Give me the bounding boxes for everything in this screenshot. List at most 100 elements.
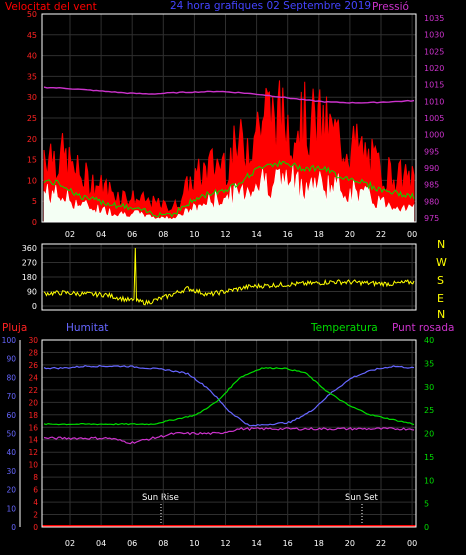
y-rain-tick-label: 4 [33,498,38,507]
y-left-tick-label: 25 [27,114,37,123]
x-tick-label: 10 [189,539,199,548]
chart-title: 24 hora grafiques 02 Septembre 2019 [170,0,371,12]
rain-label: Pluja [2,322,27,334]
x-tick-label: 16 [283,230,293,239]
y-rain-tick-label: 10 [28,461,38,470]
y-humidity-tick-label: 80 [6,373,16,382]
panel-wind-frame [41,13,417,223]
wind-label: Velocitat del vent [5,1,97,13]
y-humidity-tick-label: 20 [6,486,16,495]
y-right-tick-label: 1005 [424,114,444,123]
y-rain-tick-label: 12 [28,448,38,457]
x-tick-label: 12 [220,539,230,548]
y-left-tick-label: 10 [27,176,37,185]
y-right-tick-label: 1010 [424,97,444,106]
y-rain-tick-label: 24 [28,373,38,382]
series-humidity [43,364,415,427]
series-temperature [43,366,415,426]
y-temp-tick-label: 35 [424,359,434,368]
y-temp-tick-label: 30 [424,383,434,392]
x-tick-label: 02 [65,539,75,548]
x-tick-label: 14 [252,539,262,548]
y-left-tick-label: 15 [27,156,37,165]
x-tick-label: 20 [345,230,355,239]
y-temp-tick-label: 25 [424,406,434,415]
x-tick-label: 08 [158,230,168,239]
y-right-tick-label: 990 [424,164,439,173]
x-tick-label: 00 [407,230,417,239]
y-direction-tick-label: 90 [27,288,37,297]
y-rain-tick-label: 14 [28,436,38,445]
y-left-tick-label: 30 [27,93,37,102]
compass-e: E [437,292,444,305]
series-direction [43,247,415,306]
sunrise-label: Sun Rise [142,493,179,503]
y-right-tick-label: 1030 [424,31,444,40]
y-humidity-tick-label: 60 [6,411,16,420]
sunset-label: Sun Set [345,493,378,503]
y-temp-tick-label: 40 [424,336,434,345]
y-left-tick-label: 0 [32,218,37,227]
y-humidity-tick-label: 10 [6,504,16,513]
compass-n-top: N [437,238,445,251]
x-tick-label: 10 [189,230,199,239]
y-rain-tick-label: 26 [28,361,38,370]
x-tick-label: 14 [252,230,262,239]
pressure-label: Pressió [372,1,409,13]
y-temp-tick-label: 20 [424,430,434,439]
y-left-tick-label: 5 [32,197,37,206]
series-pressure [43,86,415,104]
y-right-tick-label: 1015 [424,81,444,90]
compass-w: W [436,256,447,269]
y-rain-tick-label: 0 [33,523,38,532]
y-temp-tick-label: 5 [424,500,429,509]
x-tick-label: 08 [158,539,168,548]
x-tick-label: 18 [314,230,324,239]
panel-direction-frame [41,243,417,311]
y-humidity-tick-label: 100 [2,336,17,345]
compass-n-bottom: N [437,308,445,321]
y-left-tick-label: 35 [27,72,37,81]
y-right-tick-label: 1020 [424,64,444,73]
y-left-tick-label: 40 [27,52,37,61]
y-humidity-tick-label: 50 [6,430,16,439]
series-wind-average [43,159,415,218]
y-humidity-tick-label: 30 [6,467,16,476]
y-humidity-tick-label: 40 [6,448,16,457]
y-right-tick-label: 995 [424,147,439,156]
panel-climate-frame [41,339,417,528]
y-right-tick-label: 1035 [424,14,444,23]
x-tick-label: 06 [127,539,137,548]
y-temp-tick-label: 15 [424,453,434,462]
y-rain-tick-label: 18 [28,411,38,420]
dewpoint-label: Punt rosada [392,322,454,334]
y-temp-tick-label: 0 [424,523,429,532]
y-humidity-tick-label: 0 [11,523,16,532]
series-wind-speed [43,165,415,223]
series-dewpoint [43,427,415,445]
y-rain-tick-label: 2 [33,511,38,520]
y-rain-tick-label: 16 [28,423,38,432]
y-direction-tick-label: 180 [22,273,37,282]
y-left-tick-label: 50 [27,10,37,19]
x-tick-label: 18 [314,539,324,548]
y-direction-tick-label: 270 [22,259,37,268]
x-tick-label: 12 [220,230,230,239]
y-right-tick-label: 1000 [424,131,444,140]
y-right-tick-label: 1025 [424,47,444,56]
y-direction-tick-label: 360 [22,244,37,253]
y-temp-tick-label: 10 [424,476,434,485]
y-direction-tick-label: 0 [32,302,37,311]
x-tick-label: 04 [96,230,106,239]
x-tick-label: 06 [127,230,137,239]
y-rain-tick-label: 8 [33,473,38,482]
y-rain-tick-label: 22 [28,386,38,395]
x-tick-label: 20 [345,539,355,548]
compass-s: S [437,274,444,287]
y-left-tick-label: 20 [27,135,37,144]
humidity-label: Humitat [66,322,108,334]
x-tick-label: 16 [283,539,293,548]
y-rain-tick-label: 6 [33,486,38,495]
